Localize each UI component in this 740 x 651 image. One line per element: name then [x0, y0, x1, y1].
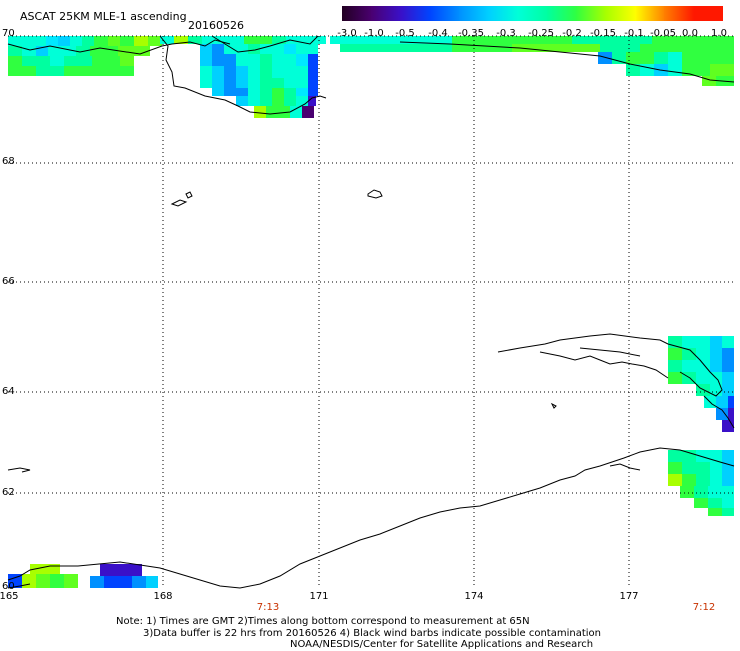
colorbar-segment [635, 6, 665, 21]
colorbar-segment [429, 6, 460, 21]
coastlines [7, 35, 735, 589]
colorbar-label: -0.05 [650, 28, 676, 39]
lon-label-177: 177 [619, 591, 638, 602]
lat-label-60: 60 [2, 581, 15, 592]
colorbar-segment [400, 6, 431, 21]
colorbar-label: 0.0 [682, 28, 698, 39]
note-line-2: 3)Data buffer is 22 hrs from 20160526 4)… [143, 628, 601, 639]
colorbar-segment [576, 6, 607, 21]
colorbar-label: -1.0 [364, 28, 384, 39]
colorbar-label: -0.25 [528, 28, 554, 39]
note-line-3: NOAA/NESDIS/Center for Satellite Applica… [290, 639, 594, 650]
colorbar-segment [459, 6, 490, 21]
map-date: 20160526 [188, 19, 244, 32]
colorbar-label: -0.15 [590, 28, 616, 39]
lat-label-64: 64 [2, 386, 15, 397]
time-label-713: 7:13 [257, 602, 279, 613]
lon-label-168: 168 [153, 591, 172, 602]
lat-label-66: 66 [2, 276, 15, 287]
colorbar-segment [488, 6, 519, 21]
lat-lon-grid [8, 36, 734, 588]
lat-label-70: 70 [2, 28, 15, 39]
colorbar-segment [342, 6, 372, 21]
lon-label-165: 165 [0, 591, 19, 602]
wind-data-cells [8, 36, 734, 588]
colorbar [342, 6, 724, 21]
colorbar-segment [664, 6, 695, 21]
lat-label-68: 68 [2, 156, 15, 167]
colorbar-label: 1.0 [711, 28, 727, 39]
colorbar-segment [605, 6, 636, 21]
colorbar-label: -0.35 [458, 28, 484, 39]
colorbar-segment [693, 6, 724, 21]
colorbar-label: -0.5 [395, 28, 415, 39]
latitude-labels: 70 68 66 64 62 60 [2, 28, 15, 592]
colorbar-label: -0.2 [562, 28, 582, 39]
time-labels: 7:13 7:12 [257, 602, 715, 613]
colorbar-segment [547, 6, 577, 21]
longitude-labels: 165 168 171 174 177 [0, 591, 639, 602]
lon-label-171: 171 [309, 591, 328, 602]
colorbar-label: -3.0 [337, 28, 357, 39]
colorbar-label: -0.4 [428, 28, 448, 39]
note-line-1: Note: 1) Times are GMT 2)Times along bot… [116, 616, 530, 627]
colorbar-label: -0.1 [624, 28, 644, 39]
colorbar-label: -0.3 [496, 28, 516, 39]
colorbar-segment [517, 6, 548, 21]
lat-label-62: 62 [2, 487, 15, 498]
time-label-712: 7:12 [693, 602, 715, 613]
lon-label-174: 174 [464, 591, 483, 602]
colorbar-segment [371, 6, 402, 21]
map-title: ASCAT 25KM MLE-1 ascending [20, 10, 187, 23]
